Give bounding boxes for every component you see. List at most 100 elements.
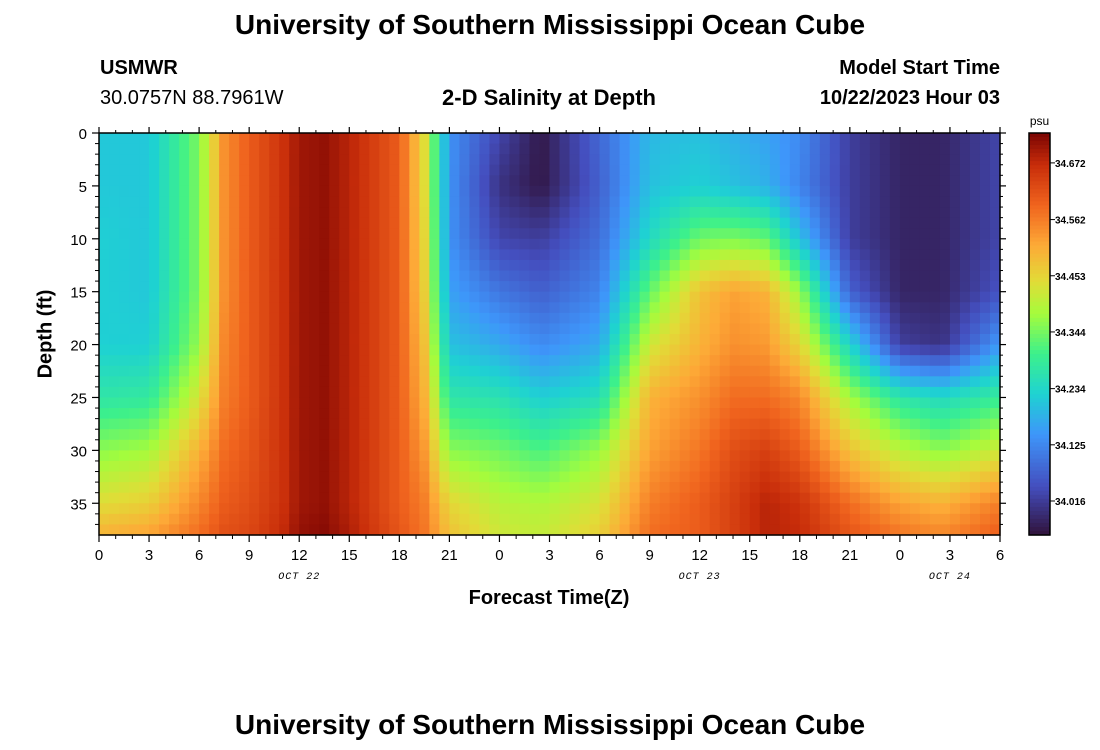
heatmap-cell — [969, 196, 981, 208]
heatmap-cell — [269, 460, 280, 473]
heatmap-cell — [809, 503, 821, 515]
heatmap-cell — [929, 217, 941, 229]
heatmap-cell — [239, 312, 250, 325]
heatmap-cell — [779, 482, 791, 494]
heatmap-cell — [639, 196, 651, 208]
heatmap-cell — [449, 503, 460, 515]
heatmap-cell — [969, 249, 981, 261]
heatmap-cell — [619, 207, 631, 219]
colorbar-band — [1029, 350, 1050, 355]
heatmap-cell — [829, 164, 841, 176]
heatmap-cell — [779, 143, 791, 155]
heatmap-cell — [389, 228, 400, 240]
heatmap-cell — [249, 143, 260, 155]
heatmap-cell — [349, 323, 360, 335]
heatmap-cell — [259, 418, 270, 430]
heatmap-cell — [599, 312, 611, 325]
y-tick-label: 30 — [70, 443, 87, 460]
heatmap-cell — [619, 196, 631, 208]
heatmap-cell — [849, 281, 861, 293]
heatmap-cell — [789, 334, 801, 346]
heatmap-cell — [679, 207, 691, 219]
heatmap-cell — [579, 439, 591, 451]
heatmap-cell — [929, 133, 941, 145]
heatmap-cell — [309, 154, 320, 166]
heatmap-cell — [379, 460, 390, 473]
heatmap-cell — [789, 164, 801, 176]
heatmap-cell — [289, 164, 300, 176]
heatmap-cell — [439, 259, 450, 272]
heatmap-cell — [899, 207, 911, 219]
heatmap-cell — [129, 460, 140, 473]
heatmap-cell — [759, 376, 771, 388]
heatmap-cell — [659, 471, 671, 483]
heatmap-cell — [569, 175, 581, 187]
heatmap-cell — [769, 281, 781, 293]
heatmap-cell — [629, 259, 641, 272]
heatmap-cell — [139, 429, 150, 441]
heatmap-cell — [239, 154, 250, 166]
heatmap-cell — [439, 270, 450, 282]
heatmap-cell — [819, 365, 831, 377]
heatmap-cell — [429, 492, 440, 504]
heatmap-cell — [459, 164, 471, 176]
heatmap-cell — [699, 503, 711, 515]
heatmap-cell — [219, 154, 230, 166]
heatmap-cell — [219, 312, 230, 325]
heatmap-cell — [369, 524, 380, 536]
heatmap-cell — [599, 238, 611, 250]
heatmap-cell — [829, 175, 841, 187]
heatmap-cell — [869, 154, 881, 166]
heatmap-cell — [839, 228, 851, 240]
heatmap-cell — [679, 217, 691, 229]
heatmap-cell — [899, 312, 911, 325]
heatmap-cell — [839, 460, 851, 473]
heatmap-cell — [679, 503, 691, 515]
heatmap-cell — [229, 238, 240, 250]
heatmap-cell — [949, 334, 961, 346]
heatmap-cell — [369, 386, 380, 399]
heatmap-cell — [219, 524, 230, 536]
heatmap-cell — [769, 217, 781, 229]
heatmap-cell — [149, 302, 160, 314]
heatmap-cell — [929, 386, 941, 399]
heatmap-cell — [289, 323, 300, 335]
heatmap-cell — [589, 365, 601, 377]
heatmap-cell — [889, 365, 901, 377]
heatmap-cell — [469, 228, 481, 240]
heatmap-cell — [389, 238, 400, 250]
heatmap-cell — [779, 249, 791, 261]
heatmap-cell — [469, 291, 481, 303]
heatmap-cell — [959, 397, 971, 409]
heatmap-cell — [459, 513, 471, 526]
heatmap-cell — [489, 471, 501, 483]
heatmap-cell — [959, 154, 971, 166]
heatmap-cell — [839, 143, 851, 155]
heatmap-cell — [639, 365, 651, 377]
heatmap-cell — [289, 376, 300, 388]
heatmap-cell — [409, 281, 420, 293]
heatmap-cell — [589, 249, 601, 261]
heatmap-cell — [709, 503, 721, 515]
heatmap-cell — [809, 281, 821, 293]
heatmap-cell — [839, 397, 851, 409]
heatmap-cell — [599, 376, 611, 388]
heatmap-cell — [519, 228, 531, 240]
heatmap-cell — [639, 524, 651, 536]
heatmap-cell — [699, 397, 711, 409]
heatmap-cell — [689, 524, 701, 536]
heatmap-cell — [519, 164, 531, 176]
heatmap-cell — [859, 429, 871, 441]
heatmap-cell — [399, 418, 410, 430]
heatmap-cell — [739, 471, 751, 483]
heatmap-cell — [339, 344, 350, 356]
heatmap-cell — [139, 334, 150, 346]
heatmap-cell — [799, 334, 811, 346]
heatmap-cell — [649, 460, 661, 473]
heatmap-cell — [399, 238, 410, 250]
heatmap-cell — [879, 408, 891, 420]
heatmap-cell — [389, 196, 400, 208]
heatmap-cell — [759, 471, 771, 483]
heatmap-cell — [799, 471, 811, 483]
heatmap-cell — [499, 217, 511, 229]
